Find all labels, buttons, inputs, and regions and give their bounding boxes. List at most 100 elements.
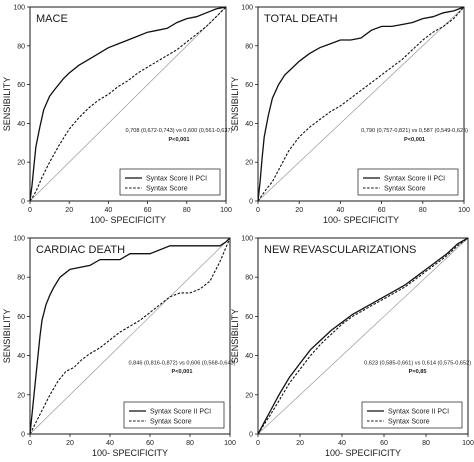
x-axis-label: 100- SPECIFICITY (323, 215, 399, 225)
plot-frame (29, 6, 227, 202)
y-tick-label: 100 (241, 236, 253, 243)
y-tick-label: 20 (245, 160, 253, 167)
legend-box (119, 168, 221, 196)
p-value: P=0,85 (409, 369, 427, 375)
y-axis-label: SENSIBILITY (230, 309, 240, 364)
y-tick-label: 0 (21, 432, 25, 439)
y-tick-label: 100 (13, 5, 25, 12)
p-value: P<0,001 (404, 137, 425, 143)
x-tick-label: 80 (422, 440, 430, 447)
legend-box (123, 401, 225, 429)
x-tick-label: 60 (144, 207, 152, 214)
x-tick-label: 100 (458, 207, 470, 214)
legend-label: Syntax Score II PCI (150, 409, 211, 416)
roc-curve-syntax-score (29, 6, 227, 202)
x-tick-label: 100 (224, 440, 236, 447)
reference-diagonal (29, 237, 231, 435)
x-tick-label: 80 (419, 207, 427, 214)
y-axis-label: SENSIBILITY (2, 77, 12, 132)
p-value: P<0,001 (172, 369, 193, 375)
auc-annotation: 0,790 (0,757-0,821) vs 0,587 (0,549-0,62… (361, 128, 468, 134)
x-tick-label: 0 (28, 440, 32, 447)
x-axis-label: 100- SPECIFICITY (325, 448, 401, 458)
x-tick-label: 20 (65, 207, 73, 214)
panel-title: NEW REVASCULARIZATIONS (264, 244, 416, 256)
panel-title: CARDIAC DEATH (36, 244, 125, 256)
plot-frame (29, 237, 231, 435)
roc-curve-syntax-score-ii-pci (29, 6, 227, 202)
x-tick-label: 40 (106, 440, 114, 447)
x-tick-label: 100 (462, 440, 474, 447)
y-axis-label: SENSIBILITY (230, 77, 240, 132)
x-tick-label: 20 (295, 207, 303, 214)
legend-label: Syntax Score II PCI (384, 176, 445, 183)
legend-label: Syntax Score (388, 419, 430, 426)
reference-diagonal (257, 6, 465, 202)
legend-label: Syntax Score (146, 186, 188, 193)
roc-curve-syntax-score-ii-pci (29, 237, 231, 435)
x-tick-label: 0 (256, 440, 260, 447)
y-tick-label: 80 (17, 275, 25, 282)
y-tick-label: 40 (17, 121, 25, 128)
x-tick-label: 60 (378, 207, 386, 214)
x-tick-label: 60 (146, 440, 154, 447)
y-tick-label: 40 (17, 353, 25, 360)
auc-annotation: 0,846 (0,816-0,872) vs 0,606 (0,568-0,64… (129, 360, 236, 366)
roc-curve-syntax-score (257, 237, 469, 435)
x-tick-label: 40 (337, 207, 345, 214)
y-tick-label: 20 (17, 392, 25, 399)
legend-label: Syntax Score (150, 419, 192, 426)
panel-title: MACE (36, 13, 68, 25)
roc-curve-syntax-score (257, 6, 465, 202)
y-tick-label: 60 (17, 314, 25, 321)
y-tick-label: 0 (249, 199, 253, 206)
panel-4: 0 20 40 60 80 100 0 20 40 60 80 100 100- SPECIFICITY… (230, 236, 474, 459)
y-tick-label: 100 (13, 236, 25, 243)
y-tick-label: 100 (241, 5, 253, 12)
x-tick-label: 40 (105, 207, 113, 214)
x-tick-label: 20 (66, 440, 74, 447)
roc-curve-syntax-score (29, 237, 231, 435)
panel-2: 0 20 40 60 80 100 0 20 40 60 80 100 100- SPECIFICITY… (230, 5, 470, 226)
y-tick-label: 40 (245, 353, 253, 360)
y-tick-label: 20 (245, 392, 253, 399)
x-tick-label: 40 (338, 440, 346, 447)
auc-annotation: 0,708 (0,672-0,743) vs 0,600 (0,561-0,63… (125, 128, 232, 134)
x-tick-label: 80 (186, 440, 194, 447)
panel-3: 0 20 40 60 80 100 0 20 40 60 80 100 100- SPECIFICITY… (2, 236, 236, 459)
reference-diagonal (29, 6, 227, 202)
p-value: P<0,001 (168, 137, 189, 143)
y-tick-label: 20 (17, 160, 25, 167)
x-tick-label: 0 (28, 207, 32, 214)
x-tick-label: 60 (380, 440, 388, 447)
y-tick-label: 0 (249, 432, 253, 439)
x-tick-label: 20 (296, 440, 304, 447)
y-tick-label: 80 (17, 43, 25, 50)
roc-curve-syntax-score-ii-pci (257, 237, 469, 435)
y-tick-label: 60 (17, 82, 25, 89)
panel-title: TOTAL DEATH (264, 13, 338, 25)
reference-diagonal (257, 237, 469, 435)
x-axis-label: 100- SPECIFICITY (92, 448, 168, 458)
x-tick-label: 80 (183, 207, 191, 214)
y-axis-label: SENSIBILITY (2, 309, 12, 364)
auc-annotation: 0,623 (0,585-0,661) vs 0,614 (0,575-0,65… (364, 360, 471, 366)
plot-frame (257, 6, 465, 202)
y-tick-label: 40 (245, 121, 253, 128)
legend-label: Syntax Score II PCI (388, 409, 449, 416)
y-tick-label: 60 (245, 314, 253, 321)
legend-label: Syntax Score II PCI (146, 176, 207, 183)
legend-box (361, 401, 463, 429)
legend-label: Syntax Score (384, 186, 426, 193)
plot-frame (257, 237, 469, 435)
roc-curve-syntax-score-ii-pci (257, 6, 465, 202)
x-tick-label: 0 (256, 207, 260, 214)
y-tick-label: 0 (21, 199, 25, 206)
y-tick-label: 80 (245, 275, 253, 282)
y-tick-label: 60 (245, 82, 253, 89)
x-tick-label: 100 (220, 207, 232, 214)
panel-1: 0 20 40 60 80 100 0 20 40 60 80 100 100- SPECIFICITY… (2, 5, 233, 226)
y-tick-label: 80 (245, 43, 253, 50)
x-axis-label: 100- SPECIFICITY (90, 215, 166, 225)
